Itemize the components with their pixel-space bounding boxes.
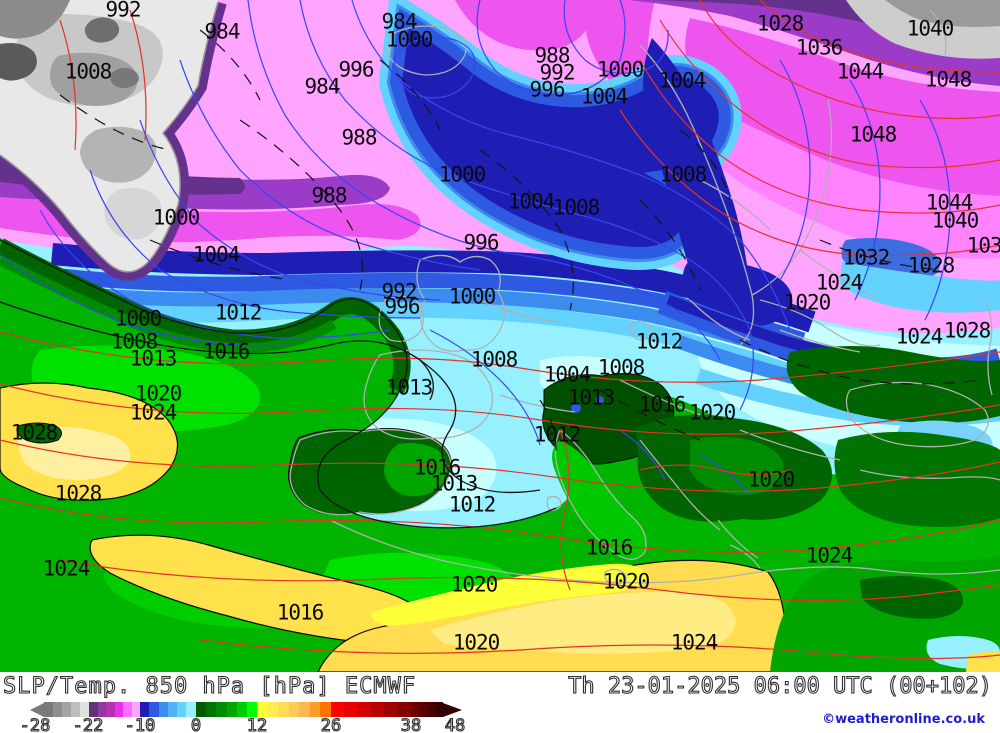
scale-segment (44, 702, 53, 717)
scale-segment (186, 702, 196, 717)
scale-segment (226, 702, 237, 717)
scale-segment (309, 702, 321, 717)
scale-segment (149, 702, 159, 717)
scale-segment (426, 702, 435, 717)
scale-segment (140, 702, 150, 717)
scale-segment (167, 702, 178, 717)
scale-segment (357, 702, 371, 717)
scale-segment (384, 702, 398, 717)
scale-segment (206, 702, 217, 717)
isobars-low-blue (0, 0, 951, 496)
scale-segment (158, 702, 168, 717)
isobar-1013-black (0, 239, 557, 529)
scale-segment (278, 702, 289, 717)
copyright-link[interactable]: ©weatheronline.co.uk (822, 712, 985, 727)
scale-tick: 48 (444, 715, 466, 733)
scale-arrow-right-icon (442, 702, 462, 717)
scale-segment (236, 702, 247, 717)
scale-segment (256, 702, 268, 717)
legend-bar: SLP/Temp. 850 hPa [hPa] ECMWF Th 23-01-2… (0, 672, 1000, 733)
scale-tick-labels: -28 -22 -10 0 12 26 38 48 (0, 715, 1000, 733)
scale-segment (344, 702, 358, 717)
scale-segment (71, 702, 80, 717)
scale-tick: 38 (400, 715, 422, 733)
scale-segment (216, 702, 227, 717)
scale-segment (267, 702, 279, 717)
scale-segment (288, 702, 300, 717)
scale-segment (53, 702, 62, 717)
scale-segment (434, 702, 443, 717)
scale-segment (370, 702, 385, 717)
forecast-timestamp: Th 23-01-2025 06:00 UTC (00+102) (568, 673, 993, 699)
scale-segment (89, 702, 98, 717)
map-canvas (0, 0, 1000, 672)
scale-tick: -28 (19, 715, 51, 733)
scale-segment (397, 702, 411, 717)
scale-segment (80, 702, 89, 717)
scale-tick: -10 (124, 715, 156, 733)
isotherms-dashed (59, 29, 981, 461)
scale-segment (106, 702, 115, 717)
scale-segment (97, 702, 106, 717)
scale-segment (410, 702, 419, 717)
weather-map: 992 984 984 1000 1008 996 988 992 996 1000 1004 100… (0, 0, 1000, 672)
scale-arrow-left-icon (30, 702, 44, 717)
isobars-high-red (0, 0, 1000, 660)
scale-segment (299, 702, 310, 717)
legend-title: SLP/Temp. 850 hPa [hPa] ECMWF (2, 673, 417, 699)
scale-segment (246, 702, 257, 717)
scale-tick: -22 (72, 715, 104, 733)
scale-segment (320, 702, 331, 717)
scale-segment (330, 702, 345, 717)
scale-segment (195, 702, 207, 717)
temperature-shading (0, 0, 1000, 672)
scale-segment (123, 702, 132, 717)
scale-tick: 26 (320, 715, 342, 733)
temperature-color-scale (30, 702, 462, 717)
scale-segment (418, 702, 427, 717)
scale-segment (177, 702, 187, 717)
scale-segment (131, 702, 140, 717)
scale-tick: 0 (190, 715, 202, 733)
scale-tick: 12 (246, 715, 268, 733)
scale-segment (114, 702, 123, 717)
scale-segments (44, 702, 443, 717)
scale-segment (62, 702, 71, 717)
